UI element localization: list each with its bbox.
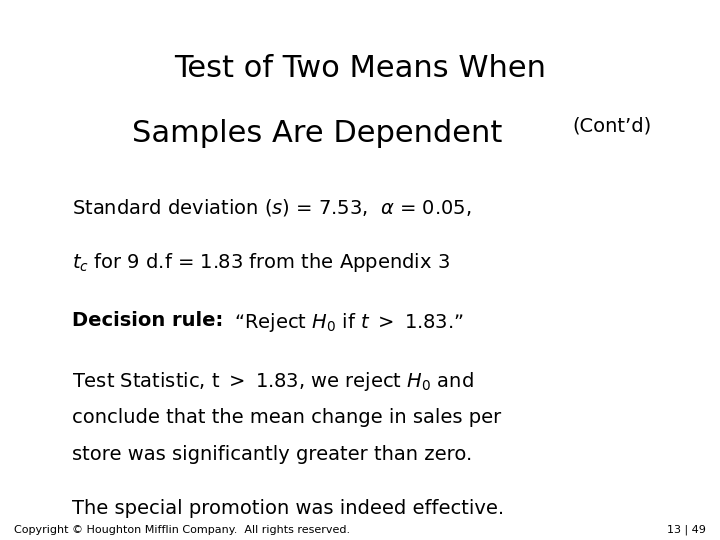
Text: The special promotion was indeed effective.: The special promotion was indeed effecti…: [72, 500, 504, 518]
Text: Test Statistic, t $>$ 1.83, we reject $H_0$ and: Test Statistic, t $>$ 1.83, we reject $H…: [72, 370, 474, 393]
Text: Samples Are Dependent: Samples Are Dependent: [132, 119, 502, 148]
Text: $t_c$ for 9 d.f = 1.83 from the Appendix 3: $t_c$ for 9 d.f = 1.83 from the Appendix…: [72, 251, 450, 274]
Text: conclude that the mean change in sales per: conclude that the mean change in sales p…: [72, 408, 501, 427]
Text: Copyright © Houghton Mifflin Company.  All rights reserved.: Copyright © Houghton Mifflin Company. Al…: [14, 524, 351, 535]
Text: Decision rule:: Decision rule:: [72, 310, 223, 329]
Text: Standard deviation ($s$) = 7.53,  $\alpha$ = 0.05,: Standard deviation ($s$) = 7.53, $\alpha…: [72, 197, 472, 218]
Text: 13 | 49: 13 | 49: [667, 524, 706, 535]
Text: store was significantly greater than zero.: store was significantly greater than zer…: [72, 446, 472, 464]
Text: “Reject $H_0$ if $t$ $>$ 1.83.”: “Reject $H_0$ if $t$ $>$ 1.83.”: [234, 310, 464, 334]
Text: (Cont’d): (Cont’d): [572, 116, 652, 135]
Text: Test of Two Means When: Test of Two Means When: [174, 54, 546, 83]
